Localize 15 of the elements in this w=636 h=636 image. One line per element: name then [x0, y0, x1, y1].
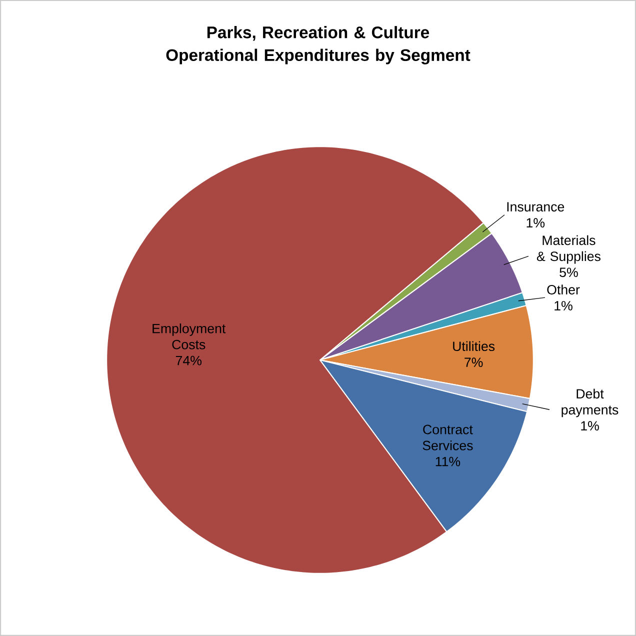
data-label: 7%: [464, 358, 483, 367]
slice-label: Contract Services: [422, 424, 473, 450]
data-label: 74%: [176, 356, 202, 366]
data-label: 1%: [554, 301, 572, 310]
slice-label: Materials & Supplies: [536, 235, 600, 264]
slice-label: Other: [547, 284, 580, 294]
data-label: 11%: [436, 456, 460, 466]
slice-label: Employment Costs: [152, 323, 226, 350]
data-label: 1%: [581, 421, 599, 431]
chart-title: Parks, Recreation & Culture Operational Expenditures by Segment: [166, 26, 470, 64]
slice-label: Insurance: [507, 202, 564, 212]
data-label: 1%: [526, 218, 545, 228]
data-label: 5%: [560, 268, 578, 278]
slice-label: Debt payments: [562, 388, 618, 418]
slice-label: Utilities: [453, 341, 495, 352]
